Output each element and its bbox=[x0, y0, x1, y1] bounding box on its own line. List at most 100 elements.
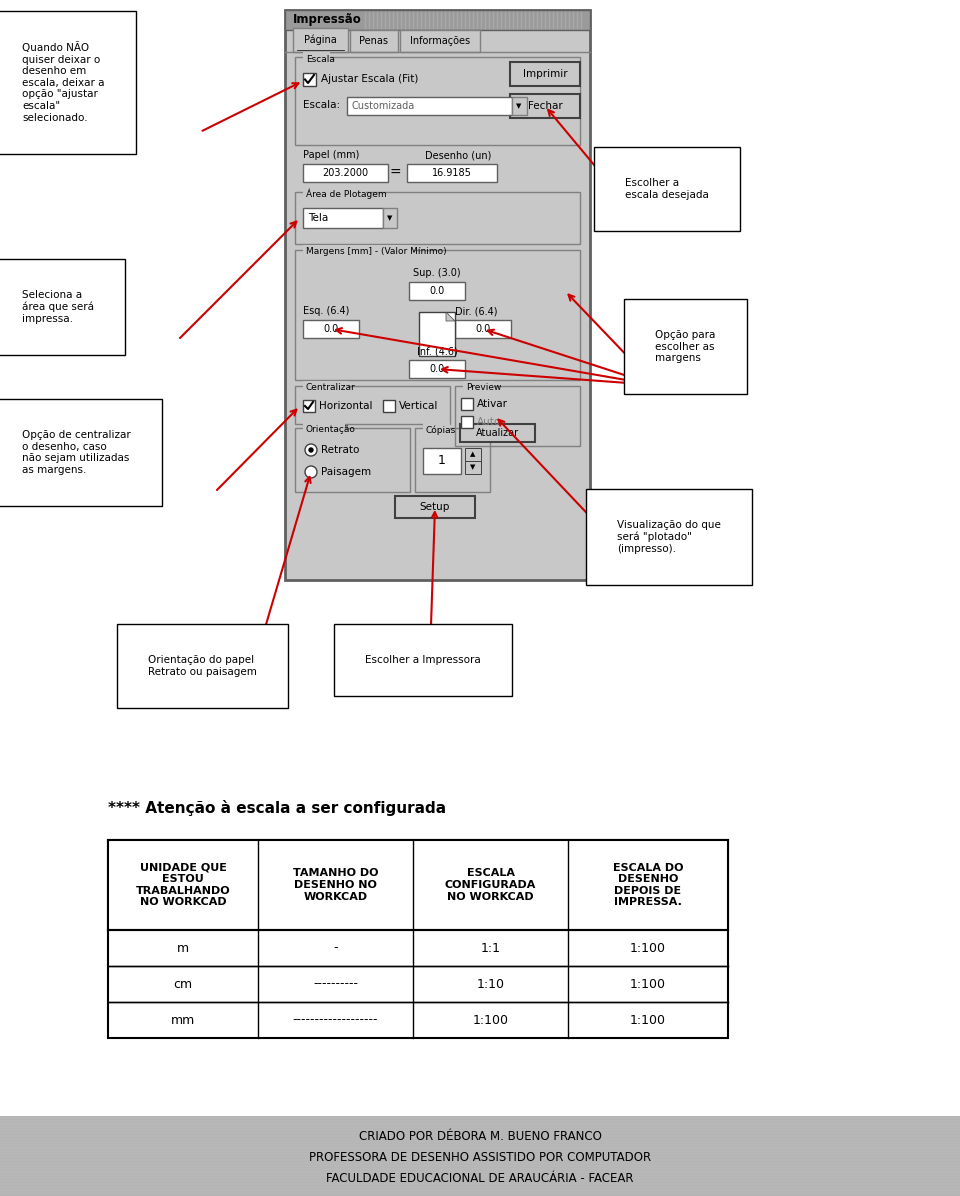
Text: -: - bbox=[333, 941, 338, 954]
Text: Página: Página bbox=[304, 35, 337, 45]
Text: ESCALA
CONFIGURADA
NO WORKCAD: ESCALA CONFIGURADA NO WORKCAD bbox=[444, 868, 537, 902]
Text: Paisagem: Paisagem bbox=[321, 466, 372, 477]
Text: Quando NÃO
quiser deixar o
desenho em
escala, deixar a
opção "ajustar
escala"
se: Quando NÃO quiser deixar o desenho em es… bbox=[22, 42, 105, 122]
Bar bbox=[350, 30, 398, 51]
Text: Customizada: Customizada bbox=[352, 100, 416, 111]
Text: Esq. (6.4): Esq. (6.4) bbox=[303, 306, 349, 316]
Text: **** Atenção à escala a ser configurada: **** Atenção à escala a ser configurada bbox=[108, 800, 446, 816]
Text: Vertical: Vertical bbox=[399, 401, 439, 411]
Bar bbox=[461, 398, 473, 410]
Text: Sup. (3.0): Sup. (3.0) bbox=[413, 268, 461, 277]
Text: CRIADO POR DÉBORA M. BUENO FRANCO: CRIADO POR DÉBORA M. BUENO FRANCO bbox=[359, 1130, 601, 1143]
Bar bbox=[463, 382, 494, 391]
Bar bbox=[423, 423, 450, 433]
Text: Escolher a Impressora: Escolher a Impressora bbox=[365, 655, 481, 665]
Bar bbox=[461, 416, 473, 428]
Bar bbox=[285, 10, 590, 580]
Text: Centralizar: Centralizar bbox=[306, 384, 356, 392]
Text: Papel (mm): Papel (mm) bbox=[303, 150, 359, 160]
Text: mm: mm bbox=[171, 1013, 195, 1026]
Text: FACULDADE EDUCACIONAL DE ARAUCÁRIA - FACEAR: FACULDADE EDUCACIONAL DE ARAUCÁRIA - FAC… bbox=[326, 1172, 634, 1185]
Text: PROFESSORA DE DESENHO ASSISTIDO POR COMPUTADOR: PROFESSORA DE DESENHO ASSISTIDO POR COMP… bbox=[309, 1151, 651, 1164]
Bar bbox=[383, 399, 395, 411]
Text: Impressão: Impressão bbox=[293, 13, 362, 26]
Text: Informações: Informações bbox=[410, 36, 470, 45]
Text: ▼: ▼ bbox=[470, 464, 476, 470]
Bar bbox=[409, 282, 465, 300]
Text: ▼: ▼ bbox=[387, 215, 393, 221]
Text: Cópias: Cópias bbox=[426, 426, 456, 435]
Bar bbox=[465, 460, 481, 474]
Text: Orientação: Orientação bbox=[306, 426, 356, 434]
Text: Escala: Escala bbox=[306, 55, 335, 63]
Text: 16.9185: 16.9185 bbox=[432, 167, 472, 178]
Text: Área de Plotagem: Área de Plotagem bbox=[306, 189, 387, 200]
Text: 0.0: 0.0 bbox=[475, 324, 491, 334]
Text: 1:100: 1:100 bbox=[630, 941, 666, 954]
Circle shape bbox=[305, 466, 317, 478]
Text: Opção para
escolher as
margens: Opção para escolher as margens bbox=[655, 330, 715, 364]
Text: Tela: Tela bbox=[308, 213, 328, 222]
Bar bbox=[0, 1116, 960, 1196]
Text: Dir. (6.4): Dir. (6.4) bbox=[455, 306, 497, 316]
Bar bbox=[460, 425, 535, 443]
Bar bbox=[510, 62, 580, 86]
Bar bbox=[303, 321, 359, 338]
Bar bbox=[455, 321, 511, 338]
Bar bbox=[303, 187, 366, 197]
Bar bbox=[303, 245, 413, 255]
Text: 1: 1 bbox=[438, 454, 446, 468]
Text: Atualizar: Atualizar bbox=[476, 428, 519, 438]
Text: 203.2000: 203.2000 bbox=[323, 167, 369, 178]
Circle shape bbox=[305, 444, 317, 456]
Text: Seleciona a
área que será
impressa.: Seleciona a área que será impressa. bbox=[22, 289, 94, 324]
Text: Retrato: Retrato bbox=[321, 445, 359, 454]
Bar bbox=[295, 57, 580, 145]
Bar bbox=[303, 73, 316, 86]
Text: Auto.: Auto. bbox=[477, 417, 505, 427]
Text: ESCALA DO
DESENHO
DEPOIS DE
IMPRESSA.: ESCALA DO DESENHO DEPOIS DE IMPRESSA. bbox=[612, 862, 684, 908]
Bar bbox=[303, 423, 345, 433]
Circle shape bbox=[308, 447, 314, 453]
Text: -------------------: ------------------- bbox=[293, 1013, 378, 1026]
Text: Horizontal: Horizontal bbox=[319, 401, 372, 411]
Text: 1:100: 1:100 bbox=[630, 1013, 666, 1026]
Bar bbox=[293, 28, 348, 51]
Text: Opção de centralizar
o desenho, caso
não sejam utilizadas
as margens.: Opção de centralizar o desenho, caso não… bbox=[22, 431, 131, 475]
Text: Penas: Penas bbox=[359, 36, 389, 45]
Bar bbox=[407, 164, 497, 182]
Bar bbox=[295, 250, 580, 380]
Bar bbox=[303, 208, 383, 228]
Text: 0.0: 0.0 bbox=[429, 364, 444, 374]
Bar bbox=[465, 448, 481, 460]
Bar bbox=[409, 360, 465, 378]
Text: Setup: Setup bbox=[420, 502, 450, 512]
Text: 1:10: 1:10 bbox=[476, 977, 505, 990]
Text: Ajustar Escala (Fit): Ajustar Escala (Fit) bbox=[321, 74, 419, 84]
Bar bbox=[423, 448, 461, 474]
Bar bbox=[347, 97, 512, 115]
Text: =: = bbox=[389, 166, 401, 181]
Text: Fechar: Fechar bbox=[528, 100, 563, 111]
Text: TAMANHO DO
DESENHO NO
WORKCAD: TAMANHO DO DESENHO NO WORKCAD bbox=[293, 868, 378, 902]
Bar bbox=[108, 840, 728, 1038]
Text: Preview: Preview bbox=[466, 384, 501, 392]
Bar bbox=[295, 193, 580, 244]
Text: ▲: ▲ bbox=[470, 451, 476, 457]
Text: Escolher a
escala desejada: Escolher a escala desejada bbox=[625, 178, 708, 200]
Bar bbox=[108, 840, 728, 930]
Bar bbox=[455, 386, 580, 446]
Text: Visualização do que
será "plotado"
(impresso).: Visualização do que será "plotado" (impr… bbox=[617, 520, 721, 554]
Text: 1:100: 1:100 bbox=[630, 977, 666, 990]
Polygon shape bbox=[446, 312, 455, 321]
Bar bbox=[512, 97, 527, 115]
Text: ▼: ▼ bbox=[516, 103, 521, 109]
Bar bbox=[400, 30, 480, 51]
Bar bbox=[510, 94, 580, 118]
Bar bbox=[303, 51, 330, 62]
Bar bbox=[395, 496, 475, 518]
Text: Escala:: Escala: bbox=[303, 100, 340, 110]
Text: Orientação do papel
Retrato ou paisagem: Orientação do papel Retrato ou paisagem bbox=[148, 655, 257, 677]
Text: ----------: ---------- bbox=[313, 977, 358, 990]
Text: 0.0: 0.0 bbox=[429, 286, 444, 295]
